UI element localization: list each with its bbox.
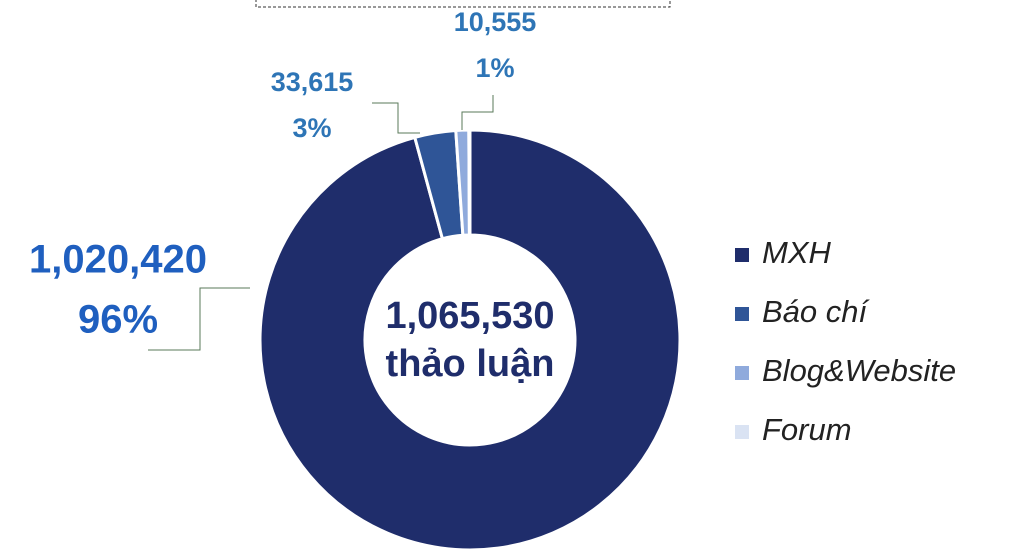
legend-swatch [735, 366, 749, 380]
percent-label: 96% [78, 298, 158, 342]
leader-line [461, 95, 494, 130]
center-caption: thảo luận [386, 343, 555, 385]
donut [258, 128, 682, 551]
legend-label: Forum [762, 412, 852, 447]
percent-label: 3% [292, 113, 331, 143]
center-total: 1,065,530 [385, 295, 554, 337]
legend-swatch [735, 248, 749, 262]
slice [467, 128, 472, 237]
leader-line [148, 287, 250, 351]
leader-line [372, 102, 420, 134]
value-label: 10,555 [454, 7, 537, 37]
legend-swatch [735, 307, 749, 321]
value-label: 33,615 [271, 67, 354, 97]
legend-label: Báo chí [762, 294, 871, 329]
title-box [255, 0, 671, 8]
value-label: 1,020,420 [29, 238, 207, 282]
slice [258, 128, 682, 551]
percent-label: 1% [475, 53, 514, 83]
legend-label: Blog&Website [762, 353, 956, 388]
legend-label: MXH [762, 235, 832, 270]
legend-swatch [735, 425, 749, 439]
